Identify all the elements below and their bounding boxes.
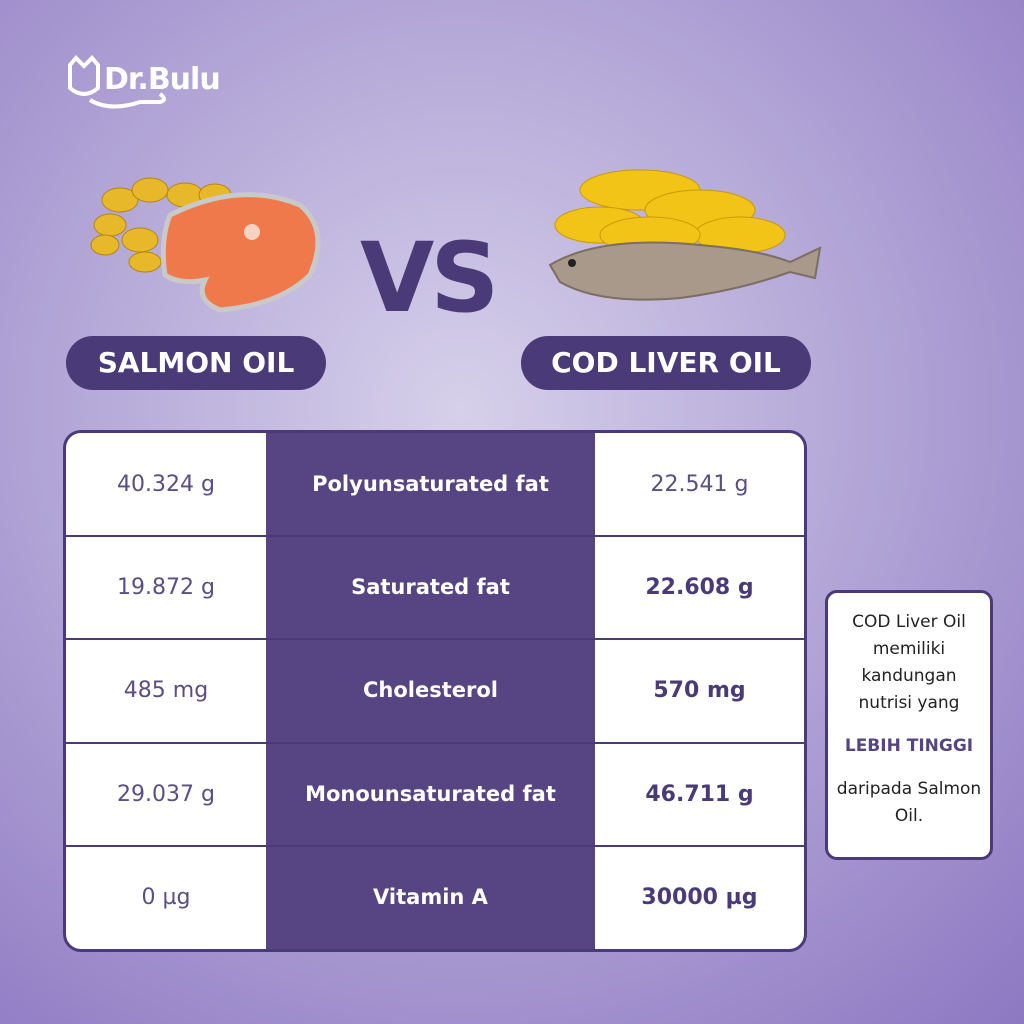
nutrient: Monounsaturated fat bbox=[305, 781, 556, 806]
capsules-right bbox=[554, 169, 786, 254]
versus: VS bbox=[360, 222, 499, 334]
row-separator bbox=[66, 638, 804, 641]
note-outro: daripada Salmon Oil. bbox=[836, 779, 982, 826]
logo-icon bbox=[68, 55, 166, 109]
table-row: 19.872 g Saturated fat 22.608 g bbox=[66, 536, 804, 639]
right-value: 46.711 g bbox=[645, 781, 754, 807]
table-row: 29.037 g Monounsaturated fat 46.711 g bbox=[66, 743, 804, 846]
salmon-steak bbox=[160, 192, 321, 313]
note: COD Liver Oil memiliki kandungan nutrisi… bbox=[825, 590, 993, 860]
middle-column bbox=[266, 433, 595, 949]
right-label: COD LIVER OIL bbox=[521, 336, 811, 390]
left-label: SALMON OIL bbox=[66, 336, 326, 390]
right-value: 30000 µg bbox=[641, 884, 758, 910]
note-intro: COD Liver Oil memiliki kandungan nutrisi… bbox=[852, 612, 966, 713]
left-value: 485 mg bbox=[123, 678, 209, 704]
table-row: 0 µg Vitamin A 30000 µg bbox=[66, 846, 804, 949]
nutrient: Polyunsaturated fat bbox=[312, 472, 549, 496]
right-value: 22.608 g bbox=[645, 575, 754, 601]
row-separator bbox=[66, 741, 804, 744]
nutrient: Saturated fat bbox=[351, 575, 510, 600]
note-highlight: LEBIH TINGGI bbox=[844, 736, 974, 756]
left-value: 19.872 g bbox=[117, 575, 215, 601]
nutrient: Cholesterol bbox=[363, 678, 498, 703]
cod-fish bbox=[548, 241, 822, 301]
row-separator bbox=[66, 844, 804, 847]
table-row: 485 mg Cholesterol 570 mg bbox=[66, 639, 804, 742]
table-row: 40.324 g Polyunsaturated fat 22.541 g bbox=[66, 433, 804, 536]
left-value: 0 µg bbox=[141, 884, 191, 910]
left-value: 29.037 g bbox=[117, 781, 215, 807]
row-separator bbox=[66, 535, 804, 538]
nutrient: Vitamin A bbox=[373, 884, 488, 909]
right-value: 22.541 g bbox=[650, 472, 749, 497]
right-value: 570 mg bbox=[653, 678, 746, 704]
brand: Dr.Bulu bbox=[104, 62, 221, 97]
left-value: 40.324 g bbox=[117, 472, 215, 497]
comparison-table: 40.324 g Polyunsaturated fat 22.541 g 19.87… bbox=[63, 430, 807, 952]
